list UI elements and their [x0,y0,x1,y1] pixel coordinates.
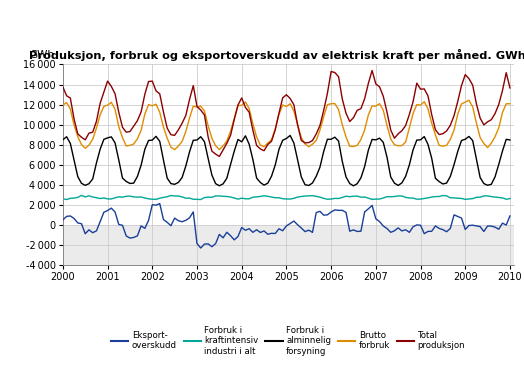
Text: GWh: GWh [29,50,54,60]
Bar [63,225,514,265]
Text: Produksjon, forbruk og eksportoverskudd av elektrisk kraft per måned. GWh: Produksjon, forbruk og eksportoverskudd … [29,49,524,61]
Legend: Eksport-
overskudd, Forbruk i
kraftintensiv
industri i alt, Forbruk i
alminnelig: Eksport- overskudd, Forbruk i kraftinten… [111,326,465,356]
